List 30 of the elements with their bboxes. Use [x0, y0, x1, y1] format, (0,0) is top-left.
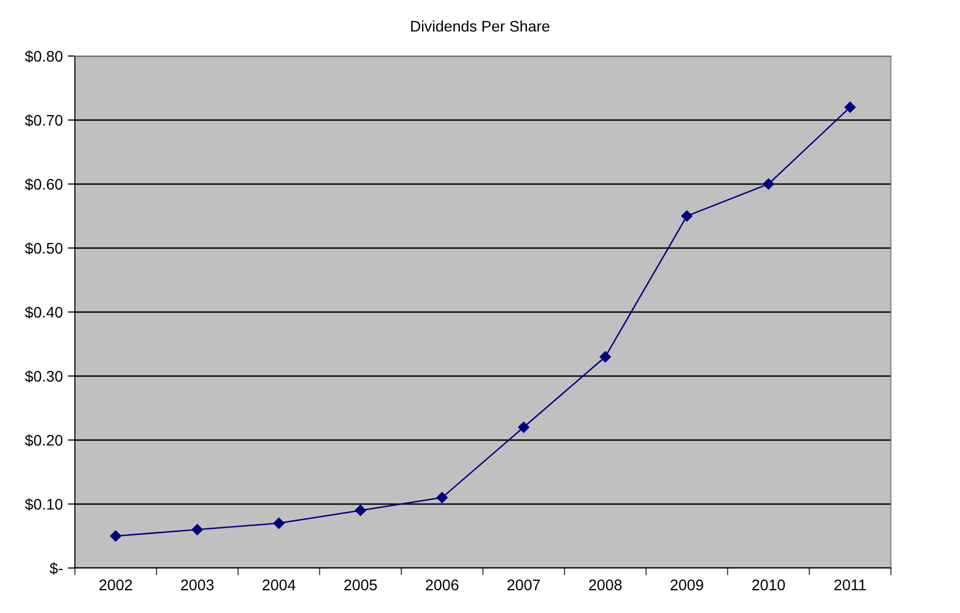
point: [273, 518, 284, 529]
point: [762, 178, 774, 190]
x-tick-label: 2005: [344, 580, 377, 590]
point: [844, 102, 856, 113]
y-tick-label: $0.70: [25, 114, 62, 127]
point: [192, 524, 203, 536]
y-tick-label: $0.60: [25, 178, 62, 191]
point: [110, 530, 122, 542]
point: [681, 210, 692, 222]
point: [600, 351, 611, 362]
point: [518, 422, 530, 433]
x-tick-label: 2003: [181, 580, 214, 590]
y-tick-label: $-: [50, 562, 62, 575]
point: [354, 504, 366, 516]
chart-title: Dividends Per Share: [411, 20, 550, 32]
x-tick-label: 2004: [262, 580, 296, 590]
y-tick-label: $0.30: [25, 370, 62, 383]
x-tick-label: 2002: [99, 580, 132, 590]
y-tick-label: $0.10: [25, 498, 62, 511]
y-tick-label: $0.80: [25, 50, 62, 63]
x-tick-label: 2008: [589, 580, 622, 590]
y-tick-label: $0.40: [25, 306, 62, 319]
y-tick-label: $0.50: [25, 242, 62, 255]
x-tick-label: 2007: [507, 580, 540, 590]
x-tick-label: 2006: [426, 580, 458, 590]
x-tick-label: 2009: [670, 580, 704, 590]
x-tick-label: 2011: [834, 580, 866, 590]
y-tick-label: $0.20: [25, 434, 62, 447]
point: [436, 492, 448, 504]
x-tick-label: 2010: [752, 580, 785, 590]
